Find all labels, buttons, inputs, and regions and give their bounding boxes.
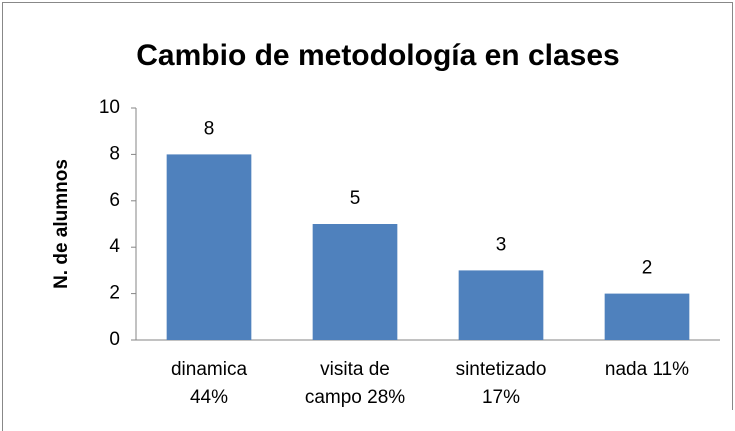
chart-title: Cambio de metodología en clases (136, 39, 619, 72)
y-axis-label: N. de alumnos (51, 159, 72, 289)
y-tick-label: 8 (109, 143, 120, 164)
x-tick-label: dinamica 44% (170, 359, 248, 408)
bar (458, 270, 544, 340)
bar (604, 293, 690, 340)
y-tick-label: 10 (99, 97, 120, 118)
data-label: 5 (350, 188, 361, 209)
x-tick-label: nada 11% (604, 359, 690, 380)
y-tick-label: 6 (109, 190, 120, 211)
bar (166, 154, 252, 340)
data-label: 8 (204, 118, 215, 139)
x-tick-label: sintetizado 17% (455, 359, 547, 408)
bar (312, 224, 398, 340)
y-tick-label: 2 (109, 283, 120, 304)
x-tick-label: visita de campo 28% (304, 359, 406, 408)
data-label: 2 (642, 258, 653, 279)
data-label: 3 (496, 234, 507, 255)
y-tick-label: 4 (109, 236, 120, 257)
y-tick-label: 0 (109, 329, 120, 350)
